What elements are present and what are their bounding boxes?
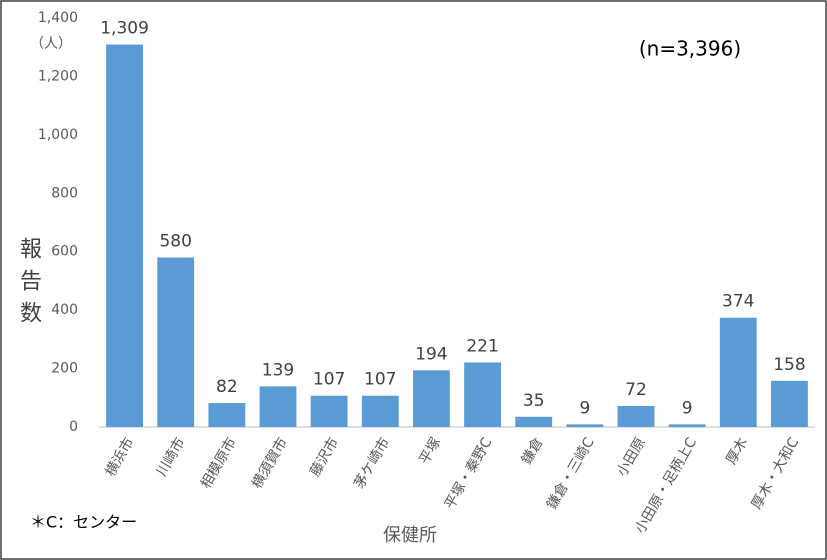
y-unit: （人） <box>30 36 72 52</box>
y-tick-label: 1,200 <box>38 68 78 84</box>
bar <box>361 395 399 427</box>
value-label: 82 <box>216 377 238 397</box>
bar <box>310 395 348 427</box>
value-label: 9 <box>682 398 693 418</box>
bar <box>413 370 450 427</box>
value-label: 194 <box>415 344 447 364</box>
annotation: (n=3,396) <box>639 37 741 61</box>
note: ＊C：センター <box>30 513 137 532</box>
bar <box>617 405 655 427</box>
value-label: 107 <box>364 370 396 390</box>
bar <box>106 44 143 428</box>
value-label: 158 <box>773 355 805 375</box>
y-tick-label: 400 <box>51 302 78 318</box>
value-label: 107 <box>313 370 345 390</box>
value-label: 35 <box>523 391 545 411</box>
value-label: 221 <box>466 336 498 356</box>
y-tick-label: 0 <box>69 419 78 435</box>
y-tick-label: 1,000 <box>38 127 78 143</box>
bar <box>719 317 757 427</box>
value-label: 139 <box>262 360 294 380</box>
x-axis-label: 保健所 <box>383 525 437 546</box>
value-label: 374 <box>722 292 754 312</box>
value-label: 9 <box>579 398 590 418</box>
bar <box>771 380 808 427</box>
y-axis-label: 報告数 <box>16 237 42 333</box>
y-tick-label: 1,400 <box>38 10 78 26</box>
bar <box>668 424 706 427</box>
bar <box>259 386 297 427</box>
bar <box>157 257 195 427</box>
value-label: 1,309 <box>100 19 149 39</box>
value-label: 580 <box>159 232 191 252</box>
bar <box>566 424 604 427</box>
y-tick-label: 800 <box>51 185 78 201</box>
value-label: 72 <box>625 380 647 400</box>
bar <box>515 416 553 427</box>
bar <box>464 362 501 427</box>
y-tick-label: 200 <box>51 361 78 377</box>
y-tick-label: 600 <box>51 244 78 260</box>
bar <box>208 403 246 427</box>
